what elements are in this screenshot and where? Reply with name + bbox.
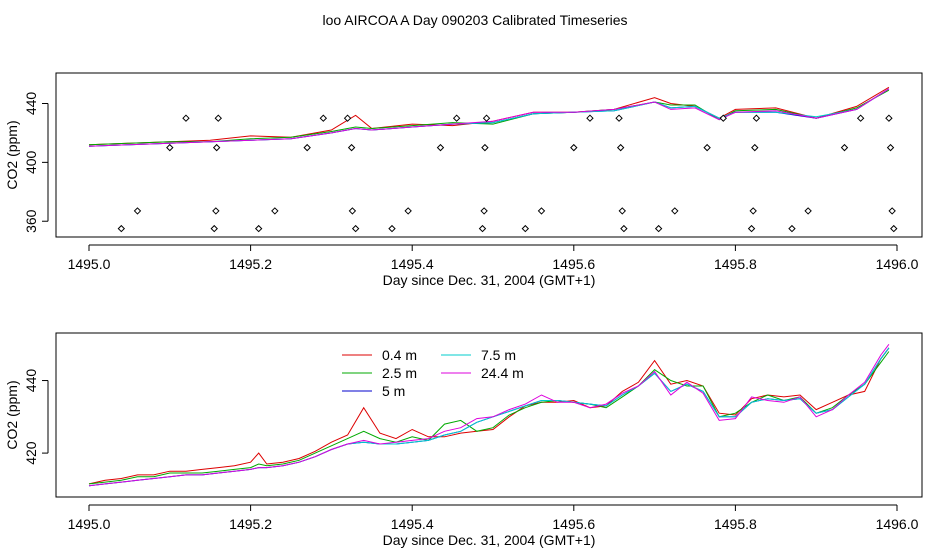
x-tick-label: 1495.6	[552, 516, 595, 532]
data-point-marker	[890, 224, 898, 233]
plot-frame	[55, 332, 923, 498]
x-tick-label: 1495.0	[68, 256, 111, 272]
data-point-marker	[620, 224, 628, 233]
data-point-marker	[254, 224, 263, 233]
x-tick-label: 1496.0	[876, 256, 919, 272]
data-point-marker	[404, 207, 412, 215]
y-tick-label: 440	[23, 92, 39, 116]
y-tick-label: 360	[23, 209, 39, 233]
data-point-marker	[586, 114, 594, 122]
x-axis-label: Day since Dec. 31, 2004 (GMT+1)	[383, 272, 596, 288]
series-line-5	[88, 88, 890, 147]
legend-label: 5 m	[382, 383, 405, 399]
x-axis-label: Day since Dec. 31, 2004 (GMT+1)	[383, 532, 596, 548]
data-point-marker	[388, 224, 396, 233]
x-tick-label: 1495.4	[391, 256, 434, 272]
series-line-2	[88, 89, 890, 146]
x-tick-label: 1495.8	[714, 516, 757, 532]
data-point-marker	[747, 224, 756, 233]
data-point-marker	[856, 114, 865, 122]
data-point-marker	[616, 143, 625, 152]
plot-frame	[55, 72, 923, 238]
series-line-1	[88, 347, 890, 485]
x-tick-label: 1495.2	[229, 516, 272, 532]
legend-label: 2.5 m	[382, 365, 417, 381]
data-point-marker	[888, 207, 896, 215]
y-axis-label: CO2 (ppm)	[4, 380, 20, 449]
data-point-marker	[348, 207, 357, 215]
data-point-marker	[788, 224, 796, 233]
data-point-marker	[885, 114, 893, 122]
data-point-marker	[703, 143, 711, 152]
data-point-marker	[654, 224, 663, 233]
data-point-marker	[347, 143, 356, 152]
series-line-5	[88, 343, 890, 487]
x-tick-label: 1495.8	[714, 256, 757, 272]
figure-title: loo AIRCOA A Day 090203 Calibrated Times…	[322, 12, 628, 28]
legend-label: 0.4 m	[382, 347, 417, 363]
legend: 0.4 m 2.5 m 5 m 7.5 m 24.4 m	[342, 347, 524, 399]
y-tick-label: 440	[23, 369, 39, 393]
chart-panel-bottom: 1495.0 1495.2 1495.4 1495.6 1495.8 1496.0 Day …	[4, 332, 923, 548]
data-point-marker	[436, 143, 445, 152]
data-point-marker	[671, 207, 679, 215]
data-point-marker	[166, 143, 174, 152]
x-tick-label: 1496.0	[876, 516, 919, 532]
data-point-marker	[303, 143, 311, 152]
data-point-marker	[840, 143, 849, 152]
y-axis-label: CO2 (ppm)	[4, 120, 20, 189]
data-point-marker	[351, 224, 360, 233]
x-tick-label: 1495.4	[391, 516, 434, 532]
data-point-marker	[749, 207, 757, 215]
data-point-marker	[482, 114, 491, 122]
data-point-marker	[481, 143, 489, 152]
data-point-marker	[521, 224, 530, 233]
data-point-marker	[212, 207, 220, 215]
data-point-marker	[214, 114, 222, 122]
data-point-marker	[886, 143, 895, 152]
y-tick-label: 400	[23, 150, 39, 174]
data-point-marker	[212, 143, 221, 152]
data-point-marker	[478, 224, 487, 233]
data-point-marker	[618, 207, 626, 215]
data-point-marker	[570, 143, 578, 152]
chart-panel-top: 1495.0 1495.2 1495.4 1495.6 1495.8 1496.0 Day …	[4, 72, 923, 288]
data-point-marker	[319, 114, 328, 122]
data-point-marker	[480, 207, 488, 215]
data-point-marker	[452, 114, 461, 122]
data-point-marker	[117, 224, 126, 233]
legend-label: 24.4 m	[481, 365, 524, 381]
data-point-marker	[343, 114, 352, 122]
series-line-1	[88, 86, 890, 146]
y-tick-label: 420	[23, 441, 39, 465]
x-tick-label: 1495.0	[68, 516, 111, 532]
data-point-marker	[719, 114, 727, 122]
data-point-marker	[182, 114, 190, 122]
data-point-marker	[804, 207, 812, 215]
data-point-marker	[751, 143, 759, 152]
data-point-marker	[133, 207, 142, 215]
data-point-marker	[210, 224, 218, 233]
data-point-marker	[537, 207, 546, 215]
data-point-marker	[615, 114, 623, 122]
data-point-marker	[752, 114, 761, 122]
x-tick-label: 1495.6	[552, 256, 595, 272]
legend-label: 7.5 m	[481, 347, 516, 363]
x-tick-label: 1495.2	[229, 256, 272, 272]
data-point-marker	[271, 207, 279, 215]
